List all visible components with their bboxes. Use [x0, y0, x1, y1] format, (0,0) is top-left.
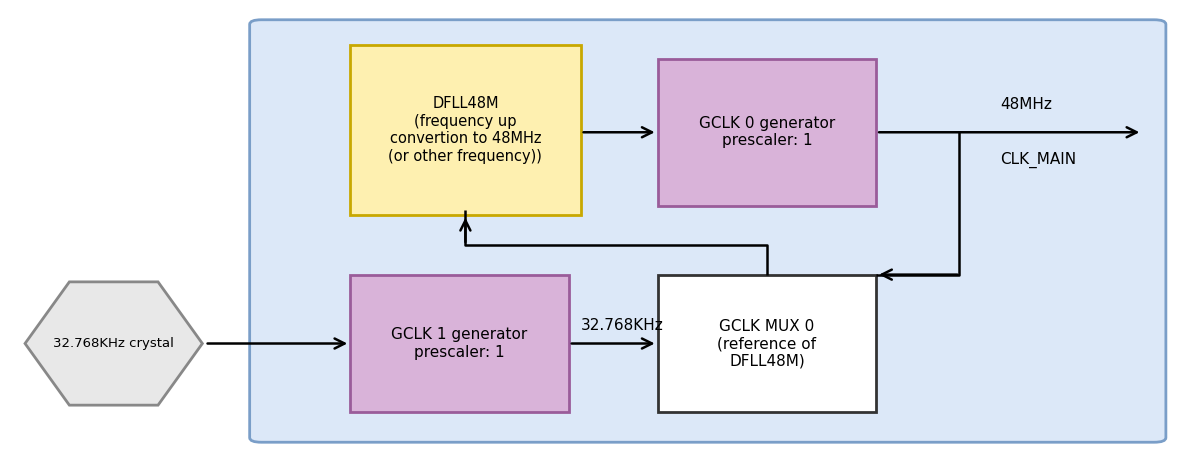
FancyBboxPatch shape: [350, 45, 581, 215]
Text: GCLK 0 generator
prescaler: 1: GCLK 0 generator prescaler: 1: [699, 116, 835, 148]
Text: 32.768KHz: 32.768KHz: [581, 318, 664, 333]
Text: 48MHz: 48MHz: [1000, 97, 1052, 112]
Text: 32.768KHz crystal: 32.768KHz crystal: [53, 337, 174, 350]
FancyBboxPatch shape: [250, 20, 1166, 442]
Text: DFLL48M
(frequency up
convertion to 48MHz
(or other frequency)): DFLL48M (frequency up convertion to 48MH…: [389, 97, 543, 164]
Text: GCLK 1 generator
prescaler: 1: GCLK 1 generator prescaler: 1: [391, 327, 527, 360]
FancyBboxPatch shape: [658, 274, 876, 413]
Text: GCLK MUX 0
(reference of
DFLL48M): GCLK MUX 0 (reference of DFLL48M): [717, 319, 816, 368]
FancyBboxPatch shape: [658, 59, 876, 206]
Text: CLK_MAIN: CLK_MAIN: [1000, 152, 1076, 168]
Polygon shape: [25, 282, 203, 405]
FancyBboxPatch shape: [350, 274, 569, 413]
